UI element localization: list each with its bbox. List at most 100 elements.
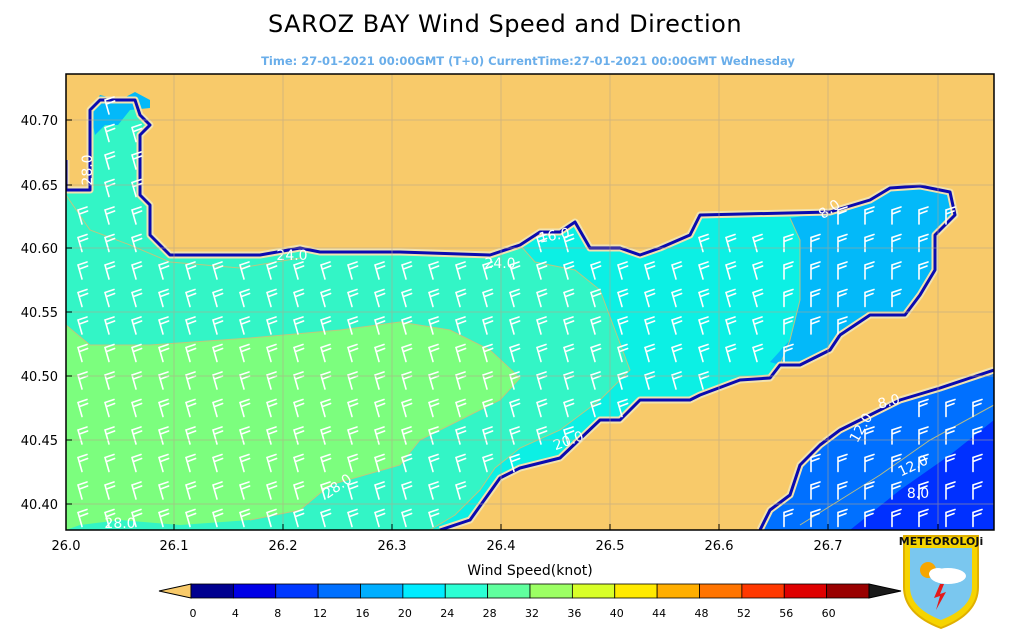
wind-barb <box>104 206 116 225</box>
wind-barb <box>644 288 656 308</box>
wind-barb <box>77 206 89 225</box>
wind-barb <box>266 343 278 363</box>
wind-barb <box>428 261 440 280</box>
wind-barb <box>536 398 548 418</box>
y-tick-label: 40.45 <box>21 434 58 449</box>
wind-barb <box>320 398 332 418</box>
wind-barb <box>891 261 902 280</box>
wind-barb <box>590 398 602 418</box>
contour-label: 24.0 <box>276 248 307 264</box>
wind-barb <box>104 426 116 445</box>
wind-barb <box>131 343 143 363</box>
colorbar-swatch <box>232 583 277 599</box>
wind-barb <box>104 508 116 528</box>
wind-barb <box>837 233 848 253</box>
wind-barb <box>891 288 902 308</box>
wind-barb <box>536 233 548 253</box>
wind-barb <box>185 508 197 528</box>
wind-barb <box>104 398 116 418</box>
wind-barb <box>752 316 764 335</box>
wind-barb <box>266 481 278 500</box>
wind-barb <box>482 453 494 473</box>
wind-barb <box>185 343 197 363</box>
wind-barb <box>783 316 794 335</box>
wind-barb <box>725 343 737 363</box>
colorbar-tick-label: 60 <box>822 607 836 620</box>
wind-barb <box>536 261 548 280</box>
wind-barb <box>293 261 305 280</box>
wind-barb <box>374 453 386 473</box>
wind-barb <box>266 508 278 528</box>
colorbar-tick-label: 48 <box>695 607 709 620</box>
contour-label: 28.0 <box>104 516 135 532</box>
colorbar-tick-label: 44 <box>652 607 666 620</box>
wind-barb <box>837 316 848 335</box>
wind-barb <box>482 398 494 418</box>
wind-barb <box>752 261 764 280</box>
wind-barb <box>482 426 494 445</box>
wind-barb <box>104 233 116 253</box>
wind-barb <box>401 316 413 335</box>
wind-barb <box>644 261 656 280</box>
wind-barb <box>918 426 929 445</box>
colorbar-swatch <box>190 583 234 599</box>
wind-barb <box>131 481 143 500</box>
wind-barb <box>401 261 413 280</box>
wind-barb <box>482 261 494 280</box>
colorbar-swatch <box>444 583 489 599</box>
wind-barb <box>698 343 710 363</box>
wind-barb <box>918 206 929 225</box>
wind-barb <box>212 261 224 280</box>
colorbar-swatch <box>487 583 531 599</box>
contour-label: 16.0 <box>538 225 571 246</box>
wind-barb <box>509 453 521 473</box>
colorbar-over-arrow <box>868 583 902 599</box>
wind-barb <box>185 426 197 445</box>
wind-barb <box>617 398 629 418</box>
wind-barb <box>77 398 89 418</box>
wind-barb <box>455 398 467 418</box>
wind-barb <box>536 426 548 445</box>
wind-barb <box>104 151 116 170</box>
colorbar-swatch <box>529 583 573 599</box>
wind-barb <box>617 288 629 308</box>
wind-barb <box>185 398 197 418</box>
wind-barb <box>320 261 332 280</box>
wind-barb <box>810 233 821 253</box>
wind-barb <box>671 288 683 308</box>
wind-barb <box>428 508 440 528</box>
wind-barb <box>266 426 278 445</box>
wind-barb <box>671 316 683 335</box>
colorbar: 0 4 8 12 16 20 24 28 32 36 40 44 48 52 56 60 <box>158 583 902 620</box>
wind-barb <box>158 261 170 280</box>
wind-barb <box>158 481 170 500</box>
wind-barb <box>972 453 983 473</box>
wind-barb <box>455 426 467 445</box>
wind-barb <box>239 261 251 280</box>
wind-barb <box>671 343 683 363</box>
wind-barb <box>945 481 956 500</box>
wind-barb <box>590 288 602 308</box>
wind-barb <box>77 453 89 473</box>
wind-barb <box>837 206 848 225</box>
colorbar-tick-label: 12 <box>313 607 327 620</box>
y-tick-label: 40.60 <box>21 242 58 257</box>
wind-barb <box>77 481 89 500</box>
wind-barb <box>455 343 467 363</box>
contour-label: 8.0 <box>907 486 929 502</box>
wind-barb <box>837 481 848 500</box>
wind-barb <box>212 508 224 528</box>
wind-barb <box>374 343 386 363</box>
wind-barb <box>972 508 983 528</box>
x-axis: 26.026.126.226.326.426.526.626.726.8 <box>52 524 952 554</box>
wind-barb <box>347 316 359 335</box>
wind-barb <box>590 316 602 335</box>
wind-barb <box>509 261 521 280</box>
wind-barb <box>972 398 983 418</box>
wind-barb <box>972 426 983 445</box>
wind-barb <box>918 233 929 253</box>
wind-barb <box>428 316 440 335</box>
y-tick-label: 40.55 <box>21 306 58 321</box>
x-tick-label: 26.2 <box>269 539 298 554</box>
wind-barb <box>810 453 821 473</box>
